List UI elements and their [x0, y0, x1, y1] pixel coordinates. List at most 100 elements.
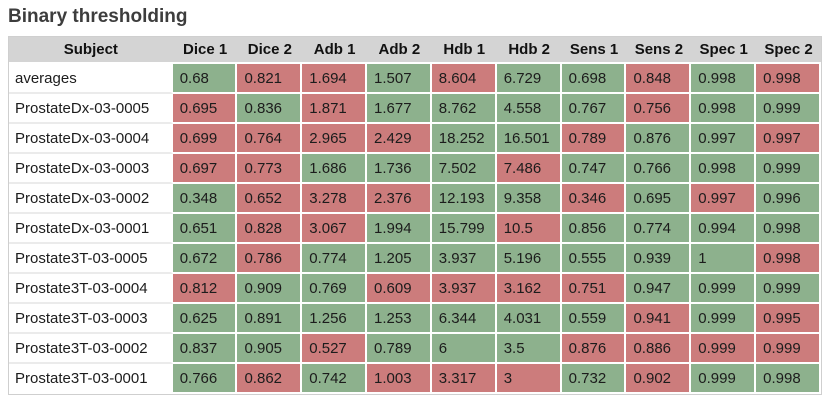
value-cell: 0.886: [626, 334, 692, 364]
value-cell: 3.067: [302, 214, 367, 244]
value-cell: 3.317: [431, 364, 497, 394]
value-cell: 0.947: [626, 274, 692, 304]
table-row: Prostate3T-03-0004 0.812 0.909 0.769 0.609 3.…: [9, 274, 821, 304]
value-cell: 0.695: [172, 94, 238, 124]
value-cell: 0.346: [561, 184, 627, 214]
value-cell: 0.769: [302, 274, 367, 304]
value-cell: 0.559: [561, 304, 627, 334]
value-cell: 0.774: [302, 244, 367, 274]
value-cell: 0.999: [756, 334, 821, 364]
table-row: ProstateDx-03-0004 0.699 0.764 2.965 2.429 18…: [9, 124, 821, 154]
value-cell: 3.278: [302, 184, 367, 214]
value-cell: 0.909: [237, 274, 303, 304]
value-cell: 18.252: [431, 124, 497, 154]
value-cell: 0.837: [172, 334, 238, 364]
value-cell: 0.994: [691, 214, 757, 244]
value-cell: 0.996: [756, 184, 821, 214]
value-cell: 0.999: [691, 364, 757, 394]
value-cell: 0.348: [172, 184, 238, 214]
value-cell: 0.68: [172, 64, 238, 94]
page-title: Binary thresholding: [8, 6, 188, 27]
subject-cell: Prostate3T-03-0002: [9, 334, 173, 364]
column-header: Spec 2: [756, 37, 821, 64]
value-cell: 0.555: [561, 244, 627, 274]
value-cell: 0.751: [561, 274, 627, 304]
value-cell: 1.507: [367, 64, 432, 94]
value-cell: 0.876: [626, 124, 692, 154]
value-cell: 0.756: [626, 94, 692, 124]
value-cell: 6.729: [496, 64, 562, 94]
column-header: Dice 2: [237, 37, 303, 64]
value-cell: 0.764: [237, 124, 303, 154]
value-cell: 0.998: [756, 244, 821, 274]
value-cell: 2.429: [367, 124, 432, 154]
subject-cell: Prostate3T-03-0004: [9, 274, 173, 304]
value-cell: 0.848: [626, 64, 692, 94]
table-row: Prostate3T-03-0002 0.837 0.905 0.527 0.789 6 3…: [9, 334, 821, 364]
value-cell: 0.742: [302, 364, 367, 394]
value-cell: 1.686: [302, 154, 367, 184]
value-cell: 3.937: [431, 244, 497, 274]
column-header: Hdb 1: [431, 37, 497, 64]
value-cell: 0.789: [367, 334, 432, 364]
value-cell: 1.253: [367, 304, 432, 334]
value-cell: 0.941: [626, 304, 692, 334]
value-cell: 0.625: [172, 304, 238, 334]
value-cell: 0.732: [561, 364, 627, 394]
table-row: ProstateDx-03-0005 0.695 0.836 1.871 1.677 8.…: [9, 94, 821, 124]
value-cell: 0.812: [172, 274, 238, 304]
value-cell: 15.799: [431, 214, 497, 244]
value-cell: 0.527: [302, 334, 367, 364]
value-cell: 12.193: [431, 184, 497, 214]
value-cell: 1.694: [302, 64, 367, 94]
value-cell: 3.937: [431, 274, 497, 304]
value-cell: 7.502: [431, 154, 497, 184]
value-cell: 0.695: [626, 184, 692, 214]
table-row: averages 0.68 0.821 1.694 1.507 8.604 6.729 0.6…: [9, 64, 821, 94]
value-cell: 0.609: [367, 274, 432, 304]
value-cell: 6: [431, 334, 497, 364]
column-header: Adb 2: [367, 37, 432, 64]
value-cell: 0.697: [172, 154, 238, 184]
column-header: Sens 1: [561, 37, 627, 64]
column-header-subject: Subject: [9, 37, 173, 64]
value-cell: 0.773: [237, 154, 303, 184]
subject-cell: ProstateDx-03-0003: [9, 154, 173, 184]
value-cell: 8.762: [431, 94, 497, 124]
value-cell: 3.162: [496, 274, 562, 304]
value-cell: 0.652: [237, 184, 303, 214]
value-cell: 0.997: [756, 124, 821, 154]
value-cell: 0.766: [172, 364, 238, 394]
subject-cell: ProstateDx-03-0005: [9, 94, 173, 124]
value-cell: 1.205: [367, 244, 432, 274]
value-cell: 0.999: [756, 154, 821, 184]
subject-cell: ProstateDx-03-0001: [9, 214, 173, 244]
value-cell: 0.998: [756, 64, 821, 94]
value-cell: 0.995: [756, 304, 821, 334]
value-cell: 0.774: [626, 214, 692, 244]
value-cell: 0.999: [691, 274, 757, 304]
value-cell: 5.196: [496, 244, 562, 274]
subject-cell: Prostate3T-03-0005: [9, 244, 173, 274]
value-cell: 0.699: [172, 124, 238, 154]
table-body: averages 0.68 0.821 1.694 1.507 8.604 6.729 0.6…: [9, 64, 821, 394]
subject-cell: Prostate3T-03-0003: [9, 304, 173, 334]
value-cell: 4.031: [496, 304, 562, 334]
column-header: Spec 1: [691, 37, 757, 64]
value-cell: 1.256: [302, 304, 367, 334]
table-row: ProstateDx-03-0003 0.697 0.773 1.686 1.736 7.…: [9, 154, 821, 184]
value-cell: 1.677: [367, 94, 432, 124]
value-cell: 0.997: [691, 124, 757, 154]
table-row: Prostate3T-03-0005 0.672 0.786 0.774 1.205 3.…: [9, 244, 821, 274]
value-cell: 0.862: [237, 364, 303, 394]
value-cell: 4.558: [496, 94, 562, 124]
column-header: Dice 1: [172, 37, 238, 64]
value-cell: 3.5: [496, 334, 562, 364]
value-cell: 0.821: [237, 64, 303, 94]
value-cell: 0.999: [691, 304, 757, 334]
value-cell: 0.767: [561, 94, 627, 124]
value-cell: 1.003: [367, 364, 432, 394]
value-cell: 3: [496, 364, 562, 394]
